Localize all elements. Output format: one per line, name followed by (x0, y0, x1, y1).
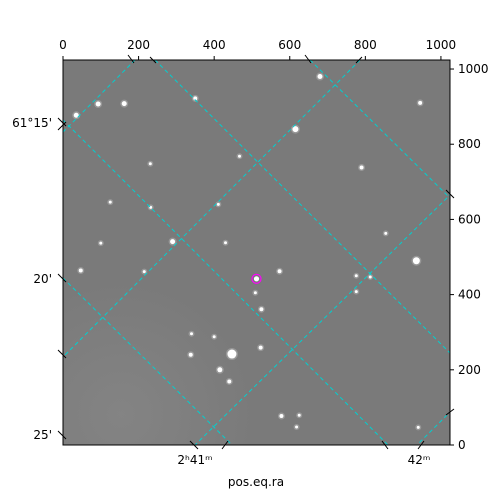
target-marker (251, 273, 262, 284)
star-point (416, 425, 420, 429)
star-point (189, 332, 193, 336)
dec-tick-marks (57, 117, 67, 440)
dec-tick-label: 20' (33, 272, 52, 286)
axes: 0 200 400 600 800 1000 0 200 400 600 800 1000 (59, 38, 488, 452)
star-point (188, 352, 193, 357)
dec-tick-label: 25' (33, 428, 52, 442)
ra-tick-mark (304, 54, 363, 64)
star-point (148, 162, 152, 166)
star-point (368, 275, 372, 279)
dec-tick-mark (57, 273, 67, 283)
right-tick-label: 200 (458, 363, 481, 377)
star-point (292, 126, 299, 133)
top-tick-label: 400 (203, 38, 226, 52)
star-point (359, 165, 364, 170)
star-point (412, 257, 420, 265)
plot-area (62, 59, 451, 446)
star-point (253, 291, 257, 295)
grid-line (416, 411, 450, 445)
top-tick-label: 800 (354, 38, 377, 52)
right-tick-label: 400 (458, 288, 481, 302)
top-tick-label: 200 (127, 38, 150, 52)
star-point (73, 112, 79, 118)
star-point (227, 349, 237, 359)
dec-tick-mark (57, 430, 67, 440)
star-point (384, 231, 388, 235)
star-point (193, 96, 198, 101)
ra-axis-labels: 2ʰ41ᵐ 42ᵐ (177, 453, 430, 467)
ra-tick-mark (381, 440, 425, 450)
right-tick-label: 0 (458, 438, 466, 452)
grid-line (63, 277, 233, 445)
star-point (258, 345, 263, 350)
star-point (108, 200, 112, 204)
right-tick-label: 600 (458, 212, 481, 226)
star-point (78, 268, 83, 273)
ra-tick-mark (127, 54, 157, 64)
star-point (121, 101, 127, 107)
star-point (297, 413, 301, 417)
star-point (354, 274, 358, 278)
ra-tick-marks (127, 54, 455, 450)
star-point (170, 239, 176, 245)
star-point (317, 74, 323, 80)
right-tick-label: 800 (458, 137, 481, 151)
top-tick-label: 0 (59, 38, 67, 52)
right-tick-label: 1000 (458, 62, 489, 76)
stars-layer (72, 72, 424, 431)
star-point (277, 269, 282, 274)
dec-axis-labels: 61°15' 20' 25' (12, 116, 52, 442)
top-tick-label: 1000 (426, 38, 457, 52)
image-vignette (63, 60, 450, 445)
star-point (212, 335, 216, 339)
star-point (279, 414, 284, 419)
star-point (216, 202, 220, 206)
ra-tick-label: 42ᵐ (408, 453, 431, 467)
star-point (142, 270, 146, 274)
grid-line (63, 60, 361, 358)
ra-tick-mark (189, 440, 229, 450)
ra-tick-mark (445, 189, 455, 416)
star-point (217, 367, 223, 373)
ra-tick-label: 2ʰ41ᵐ (177, 453, 212, 467)
star-point (224, 241, 228, 245)
dec-tick-mark (57, 117, 67, 131)
star-point (295, 425, 299, 429)
star-point (227, 379, 232, 384)
star-point (418, 100, 423, 105)
x-axis-title: pos.eq.ra (228, 475, 284, 489)
coordinate-grid (63, 60, 450, 445)
dec-tick-label: 61°15' (12, 116, 52, 130)
target-star (253, 276, 260, 282)
star-point (237, 154, 241, 158)
grid-line (194, 194, 450, 445)
dec-tick-mark (57, 349, 67, 359)
star-point (259, 307, 264, 312)
star-point (95, 101, 101, 107)
top-tick-label: 600 (278, 38, 301, 52)
plot-frame (62, 59, 451, 446)
grid-line (154, 60, 450, 354)
target-ring (251, 273, 262, 284)
star-point (99, 241, 103, 245)
star-point (354, 290, 358, 294)
